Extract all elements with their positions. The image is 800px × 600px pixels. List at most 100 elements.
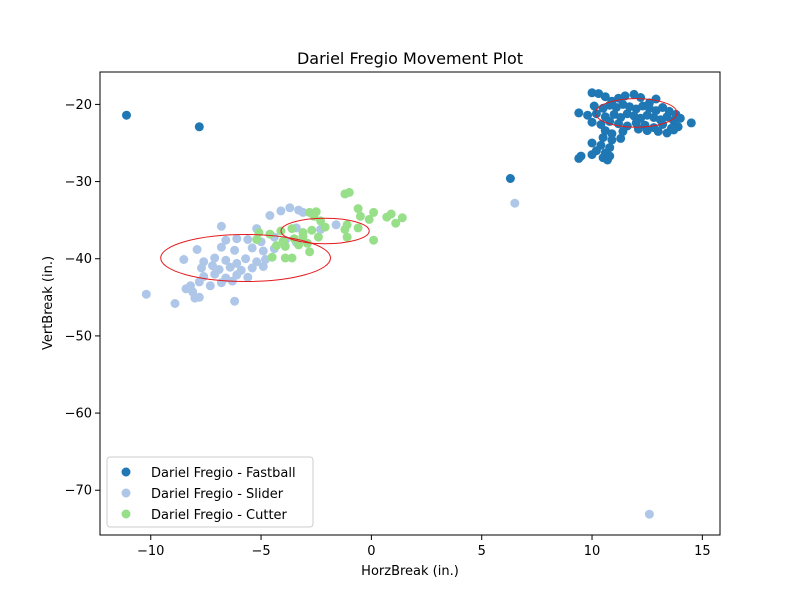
fastball-point-23: [658, 103, 668, 112]
fastball-point-56: [633, 124, 643, 134]
fastball-point-0: [122, 110, 131, 120]
fastball-point-74: [603, 155, 612, 165]
legend-label-cutter: Dariel Fregio - Cutter: [151, 508, 288, 523]
slider-point-7: [216, 221, 226, 231]
slider-point-31: [252, 257, 262, 267]
cutter-point-30: [252, 235, 262, 244]
cutter-point-16: [353, 223, 363, 233]
cutter-point-32: [294, 240, 304, 250]
y-axis-ticks: −20 −30 −40 −50 −60 −70: [65, 98, 100, 499]
x-axis-ticks: −10 −5 0 5 10 15: [137, 535, 711, 559]
slider-point-34: [208, 261, 217, 271]
slider-ellipse: [160, 234, 332, 282]
x-tick-label: 0: [367, 544, 375, 559]
slider-point-11: [331, 220, 341, 230]
fastball-point-64: [587, 138, 597, 148]
fastball-point-41: [686, 118, 696, 128]
slider-point-4: [276, 206, 286, 216]
slider-point-30: [241, 254, 251, 264]
cutter-point-35: [305, 247, 315, 257]
slider-point-54: [194, 292, 204, 302]
cutter-point-24: [342, 232, 352, 242]
legend-label-slider: Dariel Fregio - Slider: [151, 487, 284, 502]
slider-point-47: [205, 281, 215, 291]
x-tick-label: −5: [251, 544, 270, 559]
cutter-point-38: [280, 253, 290, 263]
cutter-point-34: [272, 241, 281, 251]
slider-point-39: [258, 262, 268, 271]
cutter-point-5: [386, 209, 396, 219]
fastball-point-73: [574, 153, 584, 163]
y-tick-label: −30: [65, 175, 92, 190]
fastball-point-45: [614, 119, 623, 129]
cutter-point-27: [298, 231, 308, 241]
slider-point-28: [221, 255, 231, 265]
slider-point-48: [216, 278, 226, 288]
slider-point-0: [510, 198, 520, 208]
fastball-point-10: [636, 93, 646, 102]
slider-point-13: [232, 234, 242, 244]
cutter-point-1: [340, 189, 350, 199]
fastball-point-59: [662, 128, 672, 138]
slider-point-50: [181, 284, 191, 294]
fastball-point-3: [587, 88, 597, 98]
x-axis-label: HorzBreak (in.): [361, 564, 459, 579]
slider-point-25: [179, 255, 189, 264]
fastball-point-42: [587, 117, 597, 127]
y-tick-label: −70: [65, 484, 92, 499]
cutter-point-9: [305, 207, 315, 217]
legend-marker-fastball: [121, 467, 131, 477]
fastball-point-1: [194, 122, 204, 132]
x-tick-label: −10: [137, 544, 164, 559]
cutter-point-20: [287, 224, 297, 234]
fastball-point-27: [583, 110, 593, 120]
slider-point-12: [221, 235, 231, 245]
slider-point-46: [194, 277, 204, 287]
chart-title: Dariel Fregio Movement Plot: [297, 49, 523, 68]
fastball-point-44: [605, 116, 615, 126]
fastball-point-69: [587, 150, 597, 160]
fastball-point-61: [598, 133, 608, 143]
slider-point-55: [230, 296, 240, 306]
slider-point-21: [230, 245, 240, 255]
slider-point-33: [197, 263, 206, 273]
slider-point-56: [170, 299, 180, 308]
x-tick-label: 5: [478, 544, 486, 559]
legend-marker-slider: [121, 488, 131, 498]
cutter-point-22: [265, 229, 275, 239]
slider-point-41: [210, 269, 220, 279]
y-tick-label: −60: [65, 407, 92, 422]
cutter-ellipse: [280, 217, 370, 245]
slider-point-29: [232, 258, 242, 268]
slider-point-14: [243, 235, 253, 244]
plot-marks: [122, 88, 696, 519]
x-tick-label: 15: [694, 544, 711, 559]
cutter-point-37: [267, 252, 277, 262]
cutter-point-15: [320, 222, 330, 232]
fastball-point-8: [620, 91, 630, 101]
fastball-point-13: [589, 101, 599, 111]
slider-point-36: [225, 262, 235, 272]
fastball-point-26: [574, 108, 584, 118]
y-tick-label: −40: [65, 252, 92, 267]
slider-point-38: [247, 263, 257, 273]
fastball-point-12: [651, 94, 661, 104]
fastball-point-38: [662, 112, 672, 122]
fastball-point-28: [591, 109, 601, 119]
fastball-point-60: [669, 125, 679, 135]
fastball-point-55: [618, 126, 628, 136]
slider-point-22: [247, 243, 257, 253]
cutter-point-12: [391, 218, 401, 228]
cutter-point-25: [313, 232, 323, 242]
cutter-point-18: [307, 225, 317, 235]
fastball-point-5: [600, 92, 610, 102]
fastball-point-63: [616, 133, 626, 143]
spread-ellipses: [160, 98, 678, 282]
fastball-point-58: [653, 126, 663, 136]
fastball-point-2: [505, 174, 515, 183]
slider-point-19: [192, 245, 202, 254]
cutter-point-36: [287, 253, 297, 263]
legend-label-fastball: Dariel Fregio - Fastball: [151, 466, 296, 481]
